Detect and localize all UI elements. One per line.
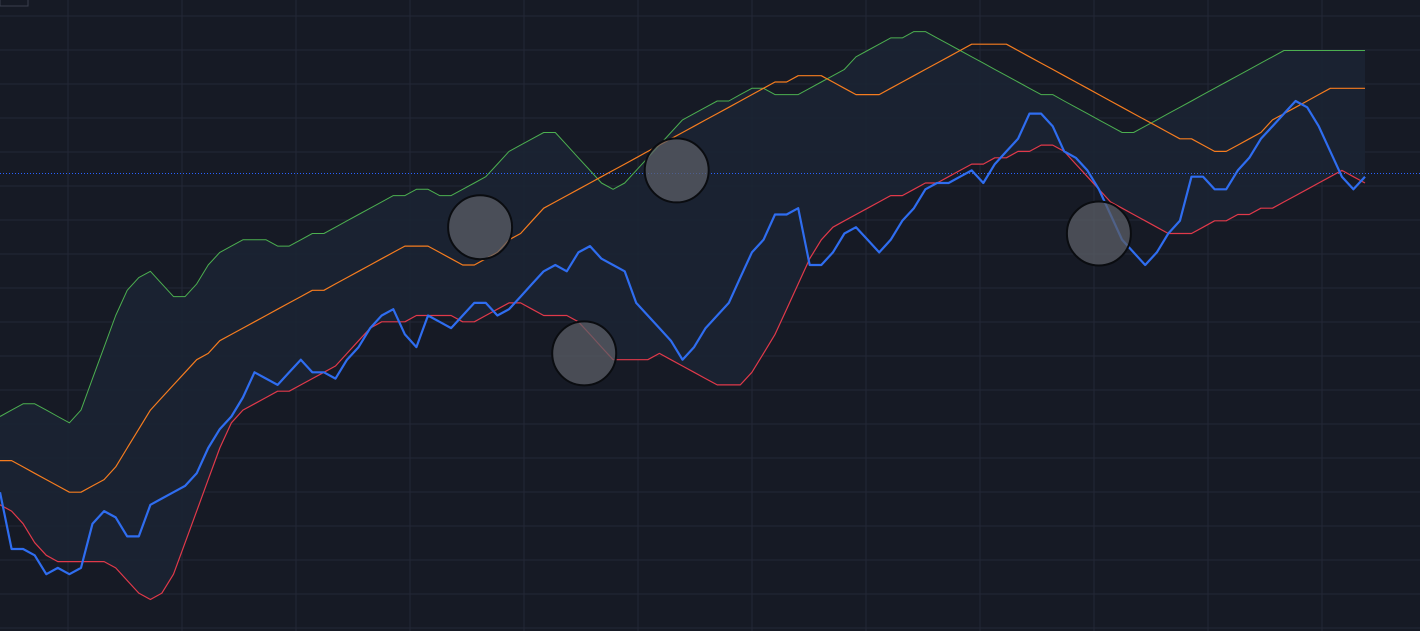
band-fill-area: [0, 31, 1365, 600]
upper-band-line: [0, 31, 1365, 424]
signal-marker[interactable]: [643, 137, 710, 204]
markers: [447, 137, 1132, 387]
corner-box: [0, 0, 29, 7]
lower-band-line: [0, 144, 1366, 601]
price-line[interactable]: [0, 99, 1366, 576]
signal-marker[interactable]: [1065, 200, 1132, 267]
signal-marker[interactable]: [447, 194, 514, 261]
middle-band-line: [0, 43, 1365, 493]
signal-marker[interactable]: [551, 320, 618, 387]
